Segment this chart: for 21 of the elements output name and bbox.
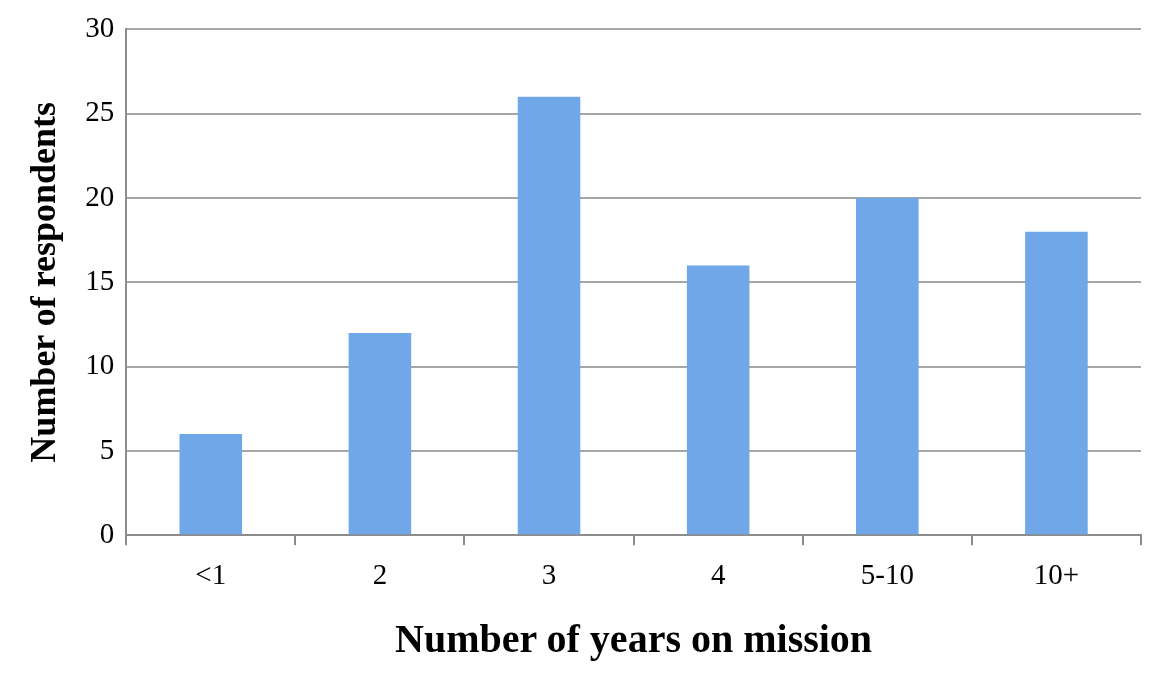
bar (348, 332, 412, 535)
bar (686, 265, 750, 535)
x-tick-label: 3 (541, 558, 557, 591)
y-tick-label: 25 (85, 95, 115, 128)
x-tick-label: <1 (195, 558, 227, 591)
y-tick-label: 5 (99, 432, 115, 465)
x-axis-title: Number of years on mission (395, 616, 873, 662)
bar (856, 198, 919, 535)
x-tick-label: 10+ (1033, 558, 1080, 591)
y-axis-title: Number of respondents (22, 101, 63, 463)
x-tick-label: 5-10 (860, 558, 914, 591)
bar (1025, 231, 1088, 535)
bar (179, 434, 243, 535)
x-tick-label: 2 (372, 558, 388, 591)
y-tick-label: 20 (85, 179, 115, 212)
y-tick-label: 15 (85, 263, 115, 296)
y-tick-label: 30 (85, 11, 115, 44)
bar (517, 96, 581, 535)
y-tick-label: 10 (85, 348, 115, 381)
y-tick-label: 0 (99, 516, 115, 549)
x-tick-label: 4 (710, 558, 726, 591)
